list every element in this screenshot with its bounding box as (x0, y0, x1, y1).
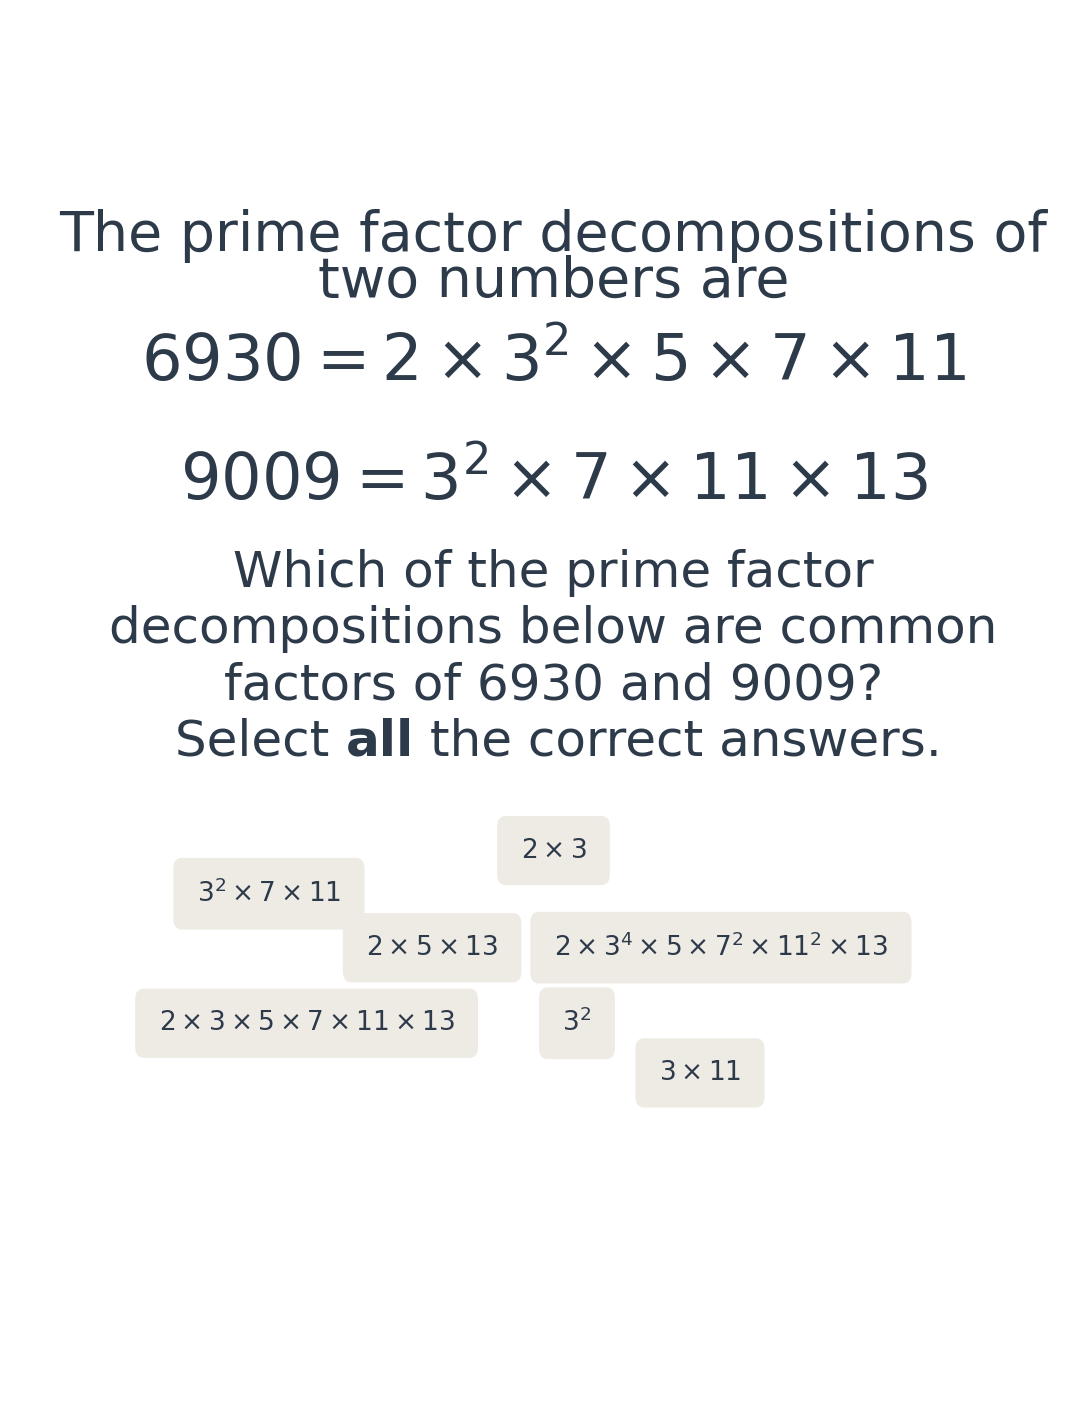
FancyBboxPatch shape (635, 1039, 765, 1108)
Text: all: all (346, 718, 414, 765)
Text: $2\times5\times13$: $2\times5\times13$ (366, 935, 498, 960)
FancyBboxPatch shape (530, 911, 912, 984)
Text: $2\times3\times5\times7\times11\times13$: $2\times3\times5\times7\times11\times13$ (159, 1011, 455, 1036)
Text: The prime factor decompositions of: The prime factor decompositions of (59, 209, 1048, 264)
Text: the correct answers.: the correct answers. (414, 718, 942, 765)
Text: $6930 = 2 \times 3^2 \times 5 \times 7 \times 11$: $6930 = 2 \times 3^2 \times 5 \times 7 \… (140, 331, 967, 394)
FancyBboxPatch shape (342, 913, 522, 983)
FancyBboxPatch shape (174, 858, 364, 930)
Text: Which of the prime factor: Which of the prime factor (233, 550, 874, 597)
Text: $2\times3$: $2\times3$ (521, 837, 586, 864)
Text: factors of 6930 and 9009?: factors of 6930 and 9009? (224, 662, 883, 709)
Text: $9009 = 3^2 \times 7 \times 11 \times 13$: $9009 = 3^2 \times 7 \times 11 \times 13… (179, 450, 928, 513)
Text: $3^2$: $3^2$ (563, 1009, 592, 1037)
Text: Select: Select (175, 718, 346, 765)
FancyBboxPatch shape (539, 987, 615, 1059)
FancyBboxPatch shape (497, 816, 610, 885)
Text: $3\times11$: $3\times11$ (659, 1060, 741, 1087)
Text: decompositions below are common: decompositions below are common (109, 606, 998, 653)
FancyBboxPatch shape (135, 988, 478, 1059)
Text: $3^2\times7\times11$: $3^2\times7\times11$ (197, 879, 341, 908)
Text: two numbers are: two numbers are (318, 255, 789, 308)
Text: $2\times3^4\times5\times7^2\times11^2\times13$: $2\times3^4\times5\times7^2\times11^2\ti… (554, 934, 888, 962)
